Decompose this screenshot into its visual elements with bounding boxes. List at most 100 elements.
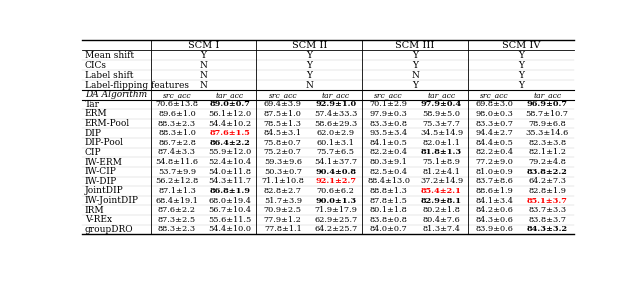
Text: 75.8±0.7: 75.8±0.7 xyxy=(264,139,301,147)
Text: 54.8±11.6: 54.8±11.6 xyxy=(156,158,198,166)
Text: tar_acc: tar_acc xyxy=(533,91,561,99)
Text: 92.9±1.0: 92.9±1.0 xyxy=(315,100,356,108)
Text: 82.3±3.8: 82.3±3.8 xyxy=(528,139,566,147)
Text: src_acc: src_acc xyxy=(480,91,509,99)
Text: 87.4±3.3: 87.4±3.3 xyxy=(158,148,196,156)
Text: tar_acc: tar_acc xyxy=(321,91,349,99)
Text: 70.6±13.8: 70.6±13.8 xyxy=(156,100,198,108)
Text: 86.4±2.2: 86.4±2.2 xyxy=(209,139,250,147)
Text: 83.7±8.6: 83.7±8.6 xyxy=(476,177,513,185)
Text: 56.2±12.8: 56.2±12.8 xyxy=(156,177,198,185)
Text: 82.8±2.7: 82.8±2.7 xyxy=(264,187,301,195)
Text: 37.2±14.9: 37.2±14.9 xyxy=(420,177,463,185)
Text: Y: Y xyxy=(518,71,524,80)
Text: 62.9±25.7: 62.9±25.7 xyxy=(314,216,357,224)
Text: 84.0±0.7: 84.0±0.7 xyxy=(370,225,408,233)
Text: 85.4±2.1: 85.4±2.1 xyxy=(421,187,462,195)
Text: IW-ERM: IW-ERM xyxy=(84,158,122,167)
Text: 64.2±7.3: 64.2±7.3 xyxy=(528,177,566,185)
Text: SCM III: SCM III xyxy=(396,41,435,50)
Text: src_acc: src_acc xyxy=(163,91,191,99)
Text: 81.0±0.9: 81.0±0.9 xyxy=(476,168,513,176)
Text: 83.8±3.7: 83.8±3.7 xyxy=(528,216,566,224)
Text: Y: Y xyxy=(412,61,418,70)
Text: 75.7±6.5: 75.7±6.5 xyxy=(317,148,355,156)
Text: 84.1±0.5: 84.1±0.5 xyxy=(370,139,408,147)
Text: DIP: DIP xyxy=(84,129,102,138)
Text: 82.5±0.4: 82.5±0.4 xyxy=(369,168,408,176)
Text: Y: Y xyxy=(412,51,418,60)
Text: 83.3±0.7: 83.3±0.7 xyxy=(476,120,513,128)
Text: 81.3±7.4: 81.3±7.4 xyxy=(422,225,460,233)
Text: 80.4±7.6: 80.4±7.6 xyxy=(422,216,460,224)
Text: 90.0±1.3: 90.0±1.3 xyxy=(315,197,356,205)
Text: 78.5±1.3: 78.5±1.3 xyxy=(264,120,301,128)
Text: 98.0±0.3: 98.0±0.3 xyxy=(476,110,513,118)
Text: 97.9±0.4: 97.9±0.4 xyxy=(421,100,462,108)
Text: 94.4±2.7: 94.4±2.7 xyxy=(476,129,513,137)
Text: 52.4±10.4: 52.4±10.4 xyxy=(208,158,252,166)
Text: 71.1±10.8: 71.1±10.8 xyxy=(261,177,304,185)
Text: 88.3±2.3: 88.3±2.3 xyxy=(158,120,196,128)
Text: 69.8±3.0: 69.8±3.0 xyxy=(476,100,513,108)
Text: 50.3±0.7: 50.3±0.7 xyxy=(264,168,301,176)
Text: 54.0±11.8: 54.0±11.8 xyxy=(209,168,252,176)
Text: Y: Y xyxy=(518,81,524,90)
Text: 68.0±19.4: 68.0±19.4 xyxy=(209,197,252,205)
Text: src_acc: src_acc xyxy=(268,91,297,99)
Text: 80.2±1.8: 80.2±1.8 xyxy=(422,206,460,214)
Text: 71.9±17.9: 71.9±17.9 xyxy=(314,206,357,214)
Text: groupDRO: groupDRO xyxy=(84,225,133,234)
Text: SCM I: SCM I xyxy=(188,41,219,50)
Text: 60.1±3.1: 60.1±3.1 xyxy=(317,139,355,147)
Text: 56.7±10.4: 56.7±10.4 xyxy=(209,206,252,214)
Text: 81.8±1.3: 81.8±1.3 xyxy=(421,148,462,156)
Text: 88.4±13.0: 88.4±13.0 xyxy=(367,177,410,185)
Text: 84.1±3.4: 84.1±3.4 xyxy=(476,197,513,205)
Text: ERM: ERM xyxy=(84,109,108,118)
Text: 57.4±33.3: 57.4±33.3 xyxy=(314,110,357,118)
Text: 96.9±0.7: 96.9±0.7 xyxy=(527,100,568,108)
Text: CIP: CIP xyxy=(84,148,101,157)
Text: 82.1±1.2: 82.1±1.2 xyxy=(528,148,566,156)
Text: Y: Y xyxy=(200,51,207,60)
Text: tar_acc: tar_acc xyxy=(428,91,456,99)
Text: 83.8±2.2: 83.8±2.2 xyxy=(527,168,568,176)
Text: IW-CIP: IW-CIP xyxy=(84,167,116,176)
Text: IW-DIP: IW-DIP xyxy=(84,177,117,186)
Text: 55.6±11.5: 55.6±11.5 xyxy=(208,216,252,224)
Text: 87.5±1.0: 87.5±1.0 xyxy=(264,110,301,118)
Text: 56.1±12.0: 56.1±12.0 xyxy=(208,110,252,118)
Text: 82.9±8.1: 82.9±8.1 xyxy=(421,197,462,205)
Text: 83.7±3.3: 83.7±3.3 xyxy=(528,206,566,214)
Text: 79.2±4.8: 79.2±4.8 xyxy=(528,158,566,166)
Text: 82.2±0.4: 82.2±0.4 xyxy=(369,148,408,156)
Text: Y: Y xyxy=(518,51,524,60)
Text: 70.9±2.5: 70.9±2.5 xyxy=(264,206,301,214)
Text: IW-JointDIP: IW-JointDIP xyxy=(84,196,139,205)
Text: 88.8±1.3: 88.8±1.3 xyxy=(370,187,408,195)
Text: 83.8±0.8: 83.8±0.8 xyxy=(370,216,408,224)
Text: CICs: CICs xyxy=(84,61,107,70)
Text: 85.1±3.7: 85.1±3.7 xyxy=(527,197,568,205)
Text: 77.8±1.1: 77.8±1.1 xyxy=(264,225,301,233)
Text: 75.1±8.9: 75.1±8.9 xyxy=(422,158,460,166)
Text: 82.8±1.9: 82.8±1.9 xyxy=(528,187,566,195)
Text: 34.5±14.9: 34.5±14.9 xyxy=(420,129,463,137)
Text: 88.6±1.9: 88.6±1.9 xyxy=(476,187,513,195)
Text: 83.9±0.6: 83.9±0.6 xyxy=(476,225,513,233)
Text: 84.4±0.5: 84.4±0.5 xyxy=(476,139,513,147)
Text: SCM IV: SCM IV xyxy=(502,41,540,50)
Text: 70.6±6.2: 70.6±6.2 xyxy=(317,187,355,195)
Text: N: N xyxy=(305,81,313,90)
Text: 86.8±1.9: 86.8±1.9 xyxy=(209,187,250,195)
Text: V-REx: V-REx xyxy=(84,215,112,224)
Text: Label-flipping features: Label-flipping features xyxy=(84,81,189,90)
Text: 58.9±5.0: 58.9±5.0 xyxy=(422,110,460,118)
Text: 77.9±1.2: 77.9±1.2 xyxy=(264,216,301,224)
Text: 84.5±3.1: 84.5±3.1 xyxy=(264,129,301,137)
Text: Mean shift: Mean shift xyxy=(84,51,134,60)
Text: Y: Y xyxy=(306,61,312,70)
Text: 54.3±11.7: 54.3±11.7 xyxy=(208,177,252,185)
Text: 93.5±3.4: 93.5±3.4 xyxy=(369,129,408,137)
